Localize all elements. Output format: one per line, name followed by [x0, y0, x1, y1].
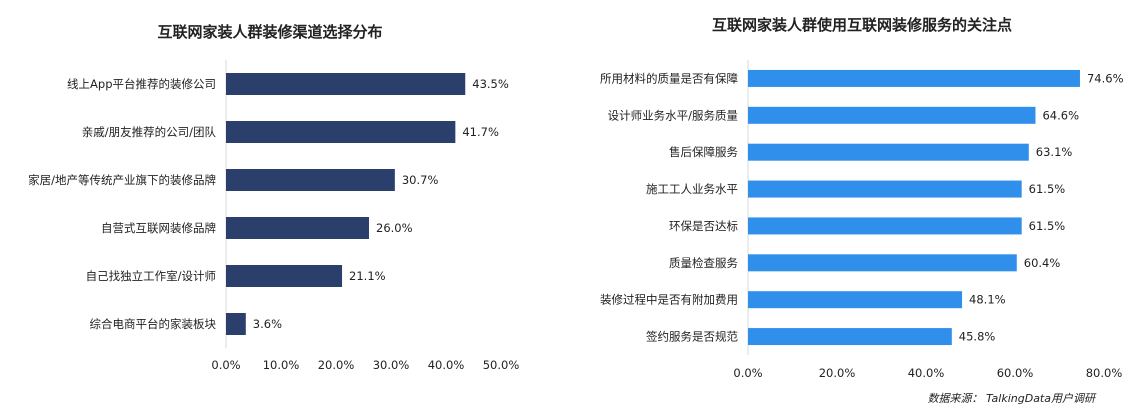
x-tick-label: 20.0%: [819, 366, 856, 380]
source-note: 数据来源： TalkingData用户调研: [927, 392, 1097, 405]
category-label: 质量检查服务: [669, 256, 738, 270]
category-label: 所用材料的质量是否有保障: [600, 71, 738, 85]
data-label: 63.1%: [1036, 145, 1073, 159]
chart-title: 互联网家装人群使用互联网装修服务的关注点: [712, 16, 1012, 34]
bar: [226, 217, 369, 239]
category-label: 环保是否达标: [669, 219, 738, 233]
x-tick-label: 30.0%: [373, 358, 410, 372]
data-label: 43.5%: [472, 77, 509, 91]
category-label: 施工工人业务水平: [646, 182, 738, 196]
category-label: 设计师业务水平/服务质量: [608, 108, 738, 122]
data-label: 41.7%: [462, 125, 499, 139]
x-tick-label: 10.0%: [263, 358, 300, 372]
x-tick-label: 80.0%: [1086, 366, 1123, 380]
x-tick-label: 20.0%: [318, 358, 355, 372]
data-label: 3.6%: [253, 317, 282, 331]
category-label: 装修过程中是否有附加费用: [600, 293, 738, 307]
x-tick-label: 50.0%: [483, 358, 520, 372]
category-label: 签约服务是否规范: [646, 330, 738, 344]
bar: [226, 169, 395, 191]
bar: [748, 106, 1036, 124]
data-label: 30.7%: [402, 173, 439, 187]
bar: [226, 121, 456, 143]
data-label: 60.4%: [1024, 256, 1061, 270]
chart-title: 互联网家装人群装修渠道选择分布: [157, 23, 382, 41]
category-label: 亲戚/朋友推荐的公司/团队: [82, 125, 217, 139]
data-label: 21.1%: [349, 269, 386, 283]
data-label: 48.1%: [969, 293, 1006, 307]
bar: [748, 217, 1022, 235]
bar: [748, 143, 1029, 161]
category-label: 自营式互联网装修品牌: [101, 221, 216, 235]
category-label: 售后保障服务: [669, 145, 738, 159]
category-label: 家居/地产等传统产业旗下的装修品牌: [28, 173, 216, 187]
category-label: 自己找独立工作室/设计师: [86, 269, 216, 283]
x-tick-label: 0.0%: [211, 358, 240, 372]
bar: [748, 291, 963, 309]
bar: [226, 313, 246, 335]
bar: [748, 328, 952, 346]
data-label: 64.6%: [1042, 108, 1079, 122]
data-label: 61.5%: [1029, 182, 1066, 196]
x-tick-label: 40.0%: [908, 366, 945, 380]
data-label: 61.5%: [1029, 219, 1066, 233]
data-label: 45.8%: [959, 330, 996, 344]
category-label: 线上App平台推荐的装修公司: [67, 77, 216, 91]
bar: [748, 69, 1080, 87]
bar: [748, 254, 1017, 272]
data-label: 26.0%: [376, 221, 413, 235]
x-tick-label: 60.0%: [997, 366, 1034, 380]
bar: [226, 73, 466, 95]
x-tick-label: 40.0%: [428, 358, 465, 372]
x-tick-label: 0.0%: [733, 366, 762, 380]
data-label: 74.6%: [1087, 71, 1124, 85]
category-label: 综合电商平台的家装板块: [90, 317, 217, 331]
bar: [748, 180, 1022, 198]
bar: [226, 265, 343, 287]
